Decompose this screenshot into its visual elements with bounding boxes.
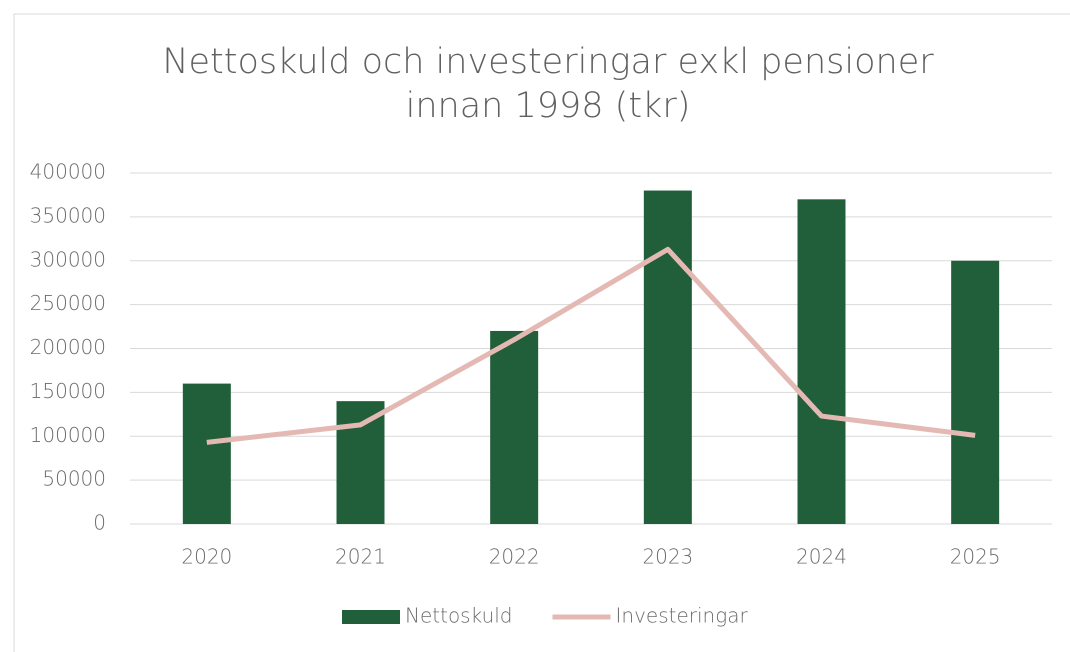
chart-title: Nettoskuld och investeringar exkl pensio… [162, 42, 934, 126]
bar [951, 260, 1000, 524]
y-tick-label: 300000 [30, 247, 106, 271]
y-tick-label: 400000 [30, 160, 106, 184]
chart-border [13, 13, 1070, 652]
legend-label: Nettoskuld [405, 604, 513, 628]
legend-swatch [342, 610, 400, 624]
x-tick-label: 2022 [489, 545, 540, 569]
line [206, 246, 976, 445]
y-tick-label: 200000 [30, 335, 106, 359]
bar [182, 383, 231, 524]
x-tick-label: 2024 [796, 545, 847, 569]
bar [643, 190, 692, 525]
bar [336, 401, 385, 524]
y-tick-label: 350000 [30, 203, 106, 227]
x-tick-label: 2020 [181, 545, 232, 569]
bar [797, 199, 846, 524]
x-tick-label: 2025 [950, 545, 1001, 569]
y-tick-label: 0 [93, 511, 106, 535]
legend-label: Investeringar [616, 604, 749, 628]
x-tick-label: 2021 [335, 545, 386, 569]
x-tick-label: 2023 [642, 545, 693, 569]
y-tick-label: 250000 [30, 291, 106, 315]
y-tick-label: 50000 [42, 467, 106, 491]
y-tick-label: 100000 [30, 423, 106, 447]
bar [490, 330, 539, 524]
y-tick-label: 150000 [30, 379, 106, 403]
